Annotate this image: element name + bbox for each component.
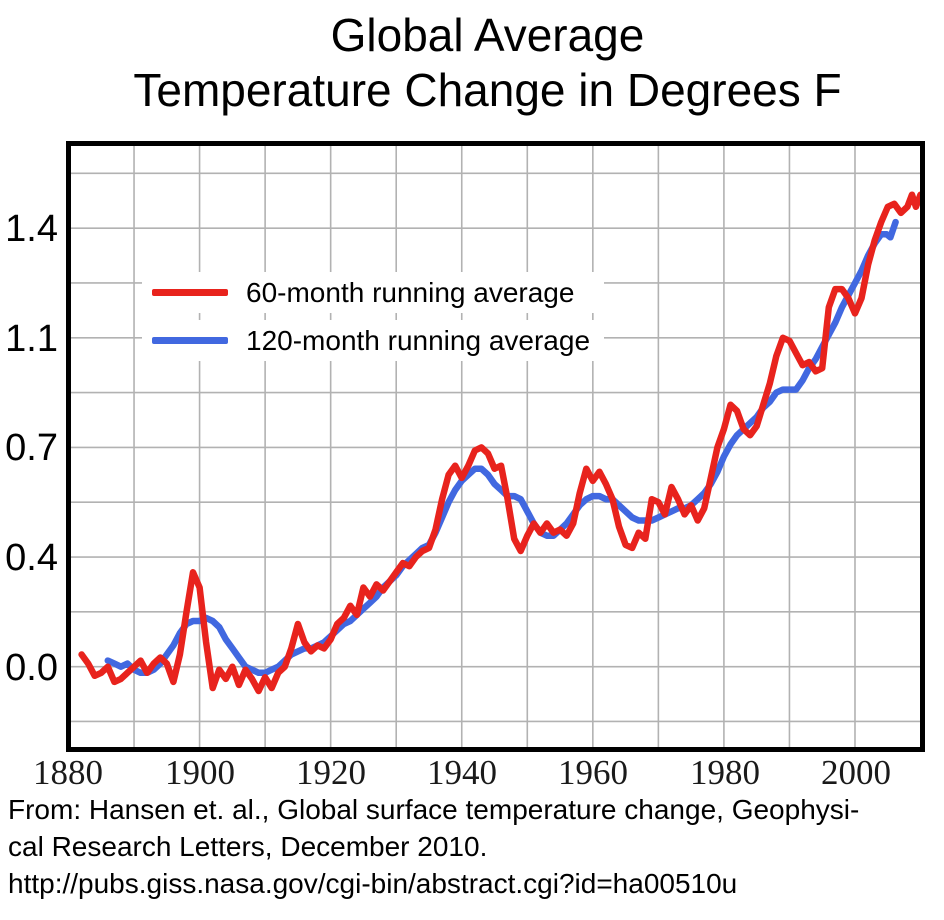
series-line-60mo bbox=[78, 191, 924, 695]
citation-line3: http://pubs.giss.nasa.gov/cgi-bin/abstra… bbox=[8, 868, 738, 899]
legend-label: 60-month running average bbox=[246, 276, 575, 308]
x-tick-label: 1960 bbox=[558, 753, 628, 792]
y-axis-tick-labels: 0.0 0.4 0.7 1.1 1.4 bbox=[5, 208, 58, 689]
x-axis-tick-labels: 1880 1900 1920 1940 1960 1980 2000 bbox=[33, 753, 891, 792]
chart-title-line2: Temperature Change in Degrees F bbox=[133, 64, 842, 116]
y-tick-label: 0.4 bbox=[5, 537, 58, 579]
y-tick-label: 1.1 bbox=[5, 318, 58, 360]
x-tick-label: 1920 bbox=[296, 753, 366, 792]
legend-label: 120-month running average bbox=[246, 324, 591, 356]
y-tick-label: 0.7 bbox=[5, 427, 58, 469]
x-tick-label: 1980 bbox=[690, 753, 760, 792]
legend: 60-month running average 120-month runni… bbox=[142, 272, 605, 361]
legend-item-120-month: 120-month running average bbox=[142, 320, 605, 361]
blue-line-swatch bbox=[152, 337, 228, 344]
data-curves bbox=[78, 191, 924, 695]
chart-title-line1: Global Average bbox=[330, 9, 645, 61]
citation-line2: cal Research Letters, December 2010. bbox=[8, 831, 488, 862]
x-tick-label: 2000 bbox=[821, 753, 891, 792]
citation-line1: From: Hansen et. al., Global surface tem… bbox=[8, 794, 860, 825]
chart-title: Global Average Temperature Change in Deg… bbox=[30, 8, 944, 118]
plot-border bbox=[66, 141, 925, 752]
x-tick-label: 1900 bbox=[165, 753, 235, 792]
legend-item-60-month: 60-month running average bbox=[142, 272, 605, 313]
x-tick-label: 1880 bbox=[33, 753, 103, 792]
red-line-swatch bbox=[152, 289, 228, 296]
gridlines bbox=[68, 143, 923, 750]
x-tick-label: 1940 bbox=[427, 753, 497, 792]
y-tick-label: 1.4 bbox=[5, 208, 58, 250]
citation: From: Hansen et. al., Global surface tem… bbox=[8, 791, 944, 902]
y-tick-label: 0.0 bbox=[5, 647, 58, 689]
